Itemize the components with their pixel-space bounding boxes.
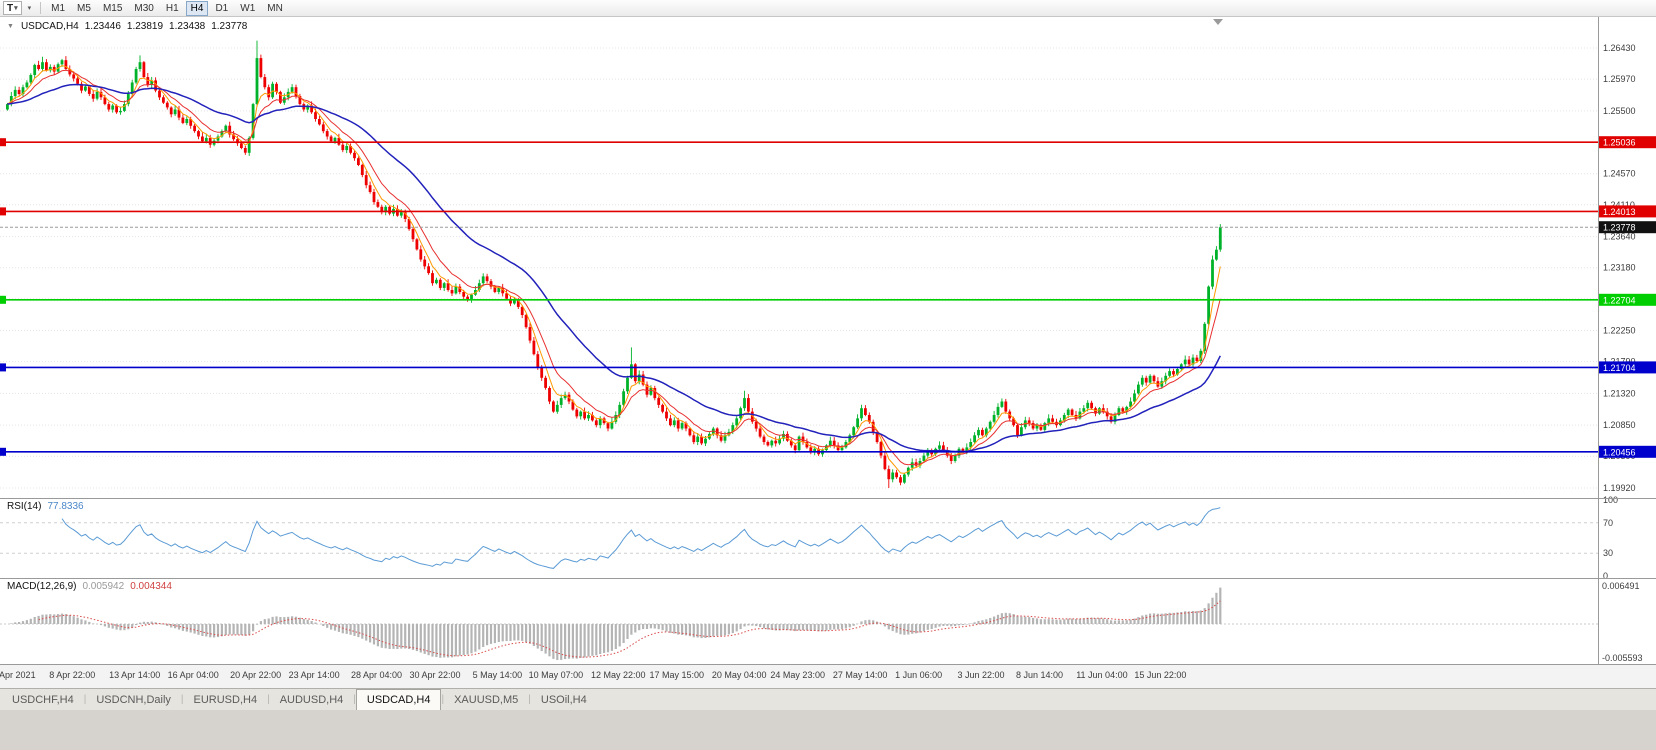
timeframe-h1[interactable]: H1: [165, 2, 179, 14]
level-price-label: [1599, 445, 1656, 458]
svg-text:1.20850: 1.20850: [1603, 420, 1636, 430]
tab-usdchf-h4[interactable]: USDCHF,H4: [12, 693, 74, 706]
svg-text:1.20456: 1.20456: [1603, 447, 1636, 457]
level-price-label: [1599, 205, 1656, 218]
level-left-marker: [0, 295, 6, 304]
level-left-marker: [0, 447, 6, 456]
dropdown-caret-icon: ▾: [27, 5, 32, 12]
svg-text:1.21704: 1.21704: [1603, 363, 1636, 373]
tab-eurusd-h4[interactable]: EURUSD,H4: [193, 693, 258, 706]
svg-text:1.22704: 1.22704: [1603, 295, 1636, 305]
svg-text:70: 70: [1603, 518, 1613, 528]
svg-text:1.24570: 1.24570: [1603, 169, 1636, 179]
timeframe-m30[interactable]: M30: [134, 2, 154, 14]
timeframe-m15[interactable]: M15: [102, 2, 123, 14]
svg-text:1.24013: 1.24013: [1603, 207, 1636, 217]
candlesticks: [6, 40, 1222, 488]
timeframe-h4[interactable]: H4: [185, 0, 209, 16]
toolbar-separator: [40, 2, 42, 14]
timeframe-d1[interactable]: D1: [215, 2, 229, 14]
level-left-marker: [0, 207, 6, 216]
svg-text:6 Apr 2021: 6 Apr 2021: [0, 670, 36, 680]
macd-panel: 0.006491 -0.005593: [0, 581, 1643, 663]
svg-text:27 May 14:00: 27 May 14:00: [833, 670, 888, 680]
time-axis-strip: [0, 664, 1656, 688]
svg-text:16 Apr 04:00: 16 Apr 04:00: [168, 670, 219, 680]
svg-text:23 Apr 14:00: 23 Apr 14:00: [289, 670, 340, 680]
svg-text:12 May 22:00: 12 May 22:00: [591, 670, 646, 680]
svg-text:3 Jun 22:00: 3 Jun 22:00: [957, 670, 1004, 680]
svg-text:1.23640: 1.23640: [1603, 232, 1636, 242]
svg-text:1.23778: 1.23778: [1603, 223, 1636, 233]
chart-tools-label: T: [7, 2, 14, 14]
svg-text:1.25970: 1.25970: [1603, 74, 1636, 84]
level-left-marker: [0, 363, 6, 372]
chart-tab-bar: USDCHF,H4 | USDCNH,Daily | EURUSD,H4 | AUDUSD,…: [0, 688, 1656, 710]
window-background-filler: [0, 710, 1656, 750]
svg-text:20 Apr 22:00: 20 Apr 22:00: [230, 670, 281, 680]
level-price-label: [1599, 136, 1656, 149]
svg-text:1.25500: 1.25500: [1603, 106, 1636, 116]
time-axis[interactable]: 6 Apr 2021 8 Apr 22:00 13 Apr 14:00 16 Apr …: [0, 670, 1186, 680]
svg-text:8 Apr 22:00: 8 Apr 22:00: [49, 670, 95, 680]
svg-text:100: 100: [1603, 495, 1618, 505]
level-left-marker: [0, 138, 6, 147]
svg-text:30: 30: [1603, 548, 1613, 558]
svg-text:13 Apr 14:00: 13 Apr 14:00: [109, 670, 160, 680]
chart-type-button[interactable]: ▾: [23, 1, 36, 15]
tab-usoil-h4[interactable]: USOil,H4: [540, 693, 587, 706]
svg-text:17 May 15:00: 17 May 15:00: [650, 670, 705, 680]
level-price-label: [1599, 293, 1656, 306]
timeframe-mn[interactable]: MN: [267, 2, 283, 14]
panel-background: [0, 17, 1656, 664]
timeframe-buttons: M1 M5 M15 M30 H1 H4 D1 W1 MN: [46, 0, 288, 16]
svg-text:0.006491: 0.006491: [1602, 581, 1640, 591]
svg-text:1 Jun 06:00: 1 Jun 06:00: [895, 670, 942, 680]
timeframe-w1[interactable]: W1: [240, 2, 256, 14]
timeframe-m5[interactable]: M5: [77, 2, 91, 14]
svg-text:5 May 14:00: 5 May 14:00: [473, 670, 523, 680]
svg-text:11 Jun 04:00: 11 Jun 04:00: [1076, 670, 1127, 680]
dropdown-caret-icon: ▾: [14, 5, 18, 12]
svg-text:-0.005593: -0.005593: [1602, 653, 1643, 663]
top-toolbar: T ▾ ▾ M1 M5 M15 M30 H1 H4 D1 W1 MN: [0, 0, 1656, 17]
svg-text:1.26430: 1.26430: [1603, 43, 1636, 53]
svg-text:24 May 23:00: 24 May 23:00: [770, 670, 825, 680]
tab-usdcnh-daily[interactable]: USDCNH,Daily: [96, 693, 171, 706]
svg-text:1.25036: 1.25036: [1603, 138, 1636, 148]
tab-audusd-h4[interactable]: AUDUSD,H4: [279, 693, 344, 706]
moving-average-lines: [7, 64, 1221, 474]
svg-text:28 Apr 04:00: 28 Apr 04:00: [351, 670, 402, 680]
tab-xauusd-m5[interactable]: XAUUSD,M5: [454, 693, 519, 706]
timeframe-m1[interactable]: M1: [51, 2, 66, 14]
svg-text:1.24110: 1.24110: [1603, 200, 1635, 210]
tab-usdcad-h4[interactable]: USDCAD,H4: [355, 689, 442, 710]
svg-text:8 Jun 14:00: 8 Jun 14:00: [1016, 670, 1063, 680]
rsi-panel: 100 70 30 0: [0, 495, 1618, 581]
rsi-line: [61, 507, 1221, 569]
chart-area: 1.264301.259701.255001.250301.245701.241…: [0, 17, 1656, 688]
svg-text:10 May 07:00: 10 May 07:00: [529, 670, 584, 680]
horizontal-level-lines[interactable]: 1.25036 1.24013 1.22704 1.21704 1.20456: [0, 136, 1656, 458]
chart-tools-button[interactable]: T ▾: [3, 1, 22, 15]
current-price-label: [1599, 221, 1656, 234]
svg-text:1.19920: 1.19920: [1603, 483, 1636, 493]
svg-text:1.22250: 1.22250: [1603, 326, 1636, 336]
price-chart[interactable]: 1.264301.259701.255001.250301.245701.241…: [0, 17, 1656, 688]
chart-shift-marker-icon[interactable]: [1213, 19, 1223, 25]
svg-text:15 Jun 22:00: 15 Jun 22:00: [1134, 670, 1186, 680]
svg-text:1.23180: 1.23180: [1603, 263, 1636, 273]
svg-text:30 Apr 22:00: 30 Apr 22:00: [409, 670, 460, 680]
macd-signal-line: [38, 600, 1221, 658]
price-scale[interactable]: 1.264301.259701.255001.250301.245701.241…: [1603, 43, 1636, 493]
svg-text:1.21320: 1.21320: [1603, 388, 1636, 398]
svg-text:20 May 04:00: 20 May 04:00: [712, 670, 767, 680]
svg-text:0: 0: [1603, 571, 1608, 581]
level-price-label: [1599, 361, 1656, 374]
